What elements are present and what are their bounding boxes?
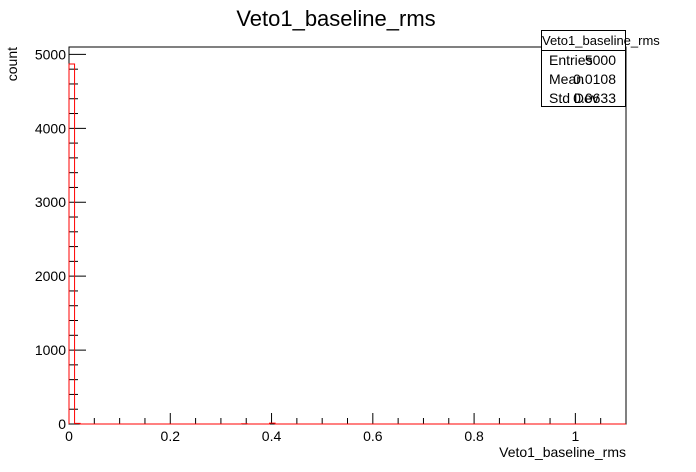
x-tick-label: 0.4 bbox=[262, 428, 282, 444]
x-tick-label: 0 bbox=[65, 428, 73, 444]
stats-label: Entries bbox=[549, 52, 593, 68]
y-tick-label: 0 bbox=[58, 416, 66, 432]
chart-title: Veto1_baseline_rms bbox=[236, 6, 435, 31]
x-axis-label: Veto1_baseline_rms bbox=[499, 444, 626, 460]
y-axis: 0 1000 2000 3000 4000 5000 bbox=[35, 46, 86, 432]
y-tick-label: 5000 bbox=[35, 46, 66, 62]
stats-title: Veto1_baseline_rms bbox=[542, 31, 660, 51]
x-tick-label: 0.2 bbox=[161, 428, 181, 444]
x-tick-label: 0.6 bbox=[363, 428, 383, 444]
x-axis: 0 0.2 0.4 0.6 0.8 1 bbox=[65, 413, 627, 444]
stats-label: Std Dev bbox=[549, 90, 599, 106]
y-tick-label: 3000 bbox=[35, 194, 66, 210]
y-tick-label: 2000 bbox=[35, 268, 66, 284]
stats-label: Mean bbox=[549, 71, 585, 87]
y-tick-label: 4000 bbox=[35, 120, 66, 136]
stats-row-stddev: Std Dev 0.0633 bbox=[542, 89, 625, 108]
stats-box: Veto1_baseline_rms Entries 5000 Mean 0.0… bbox=[541, 30, 660, 108]
x-tick-label: 0.8 bbox=[464, 428, 484, 444]
stats-value: 0.0108 bbox=[573, 71, 616, 87]
y-tick-label: 1000 bbox=[35, 342, 66, 358]
stats-row-mean: Mean 0.0108 bbox=[542, 70, 625, 89]
x-tick-label: 1 bbox=[571, 428, 579, 444]
stats-row-entries: Entries 5000 bbox=[542, 51, 625, 70]
histogram-line bbox=[68, 63, 626, 425]
stats-value: 0.0633 bbox=[573, 90, 616, 106]
y-axis-label: count bbox=[4, 47, 20, 81]
stats-value: 5000 bbox=[584, 52, 616, 68]
